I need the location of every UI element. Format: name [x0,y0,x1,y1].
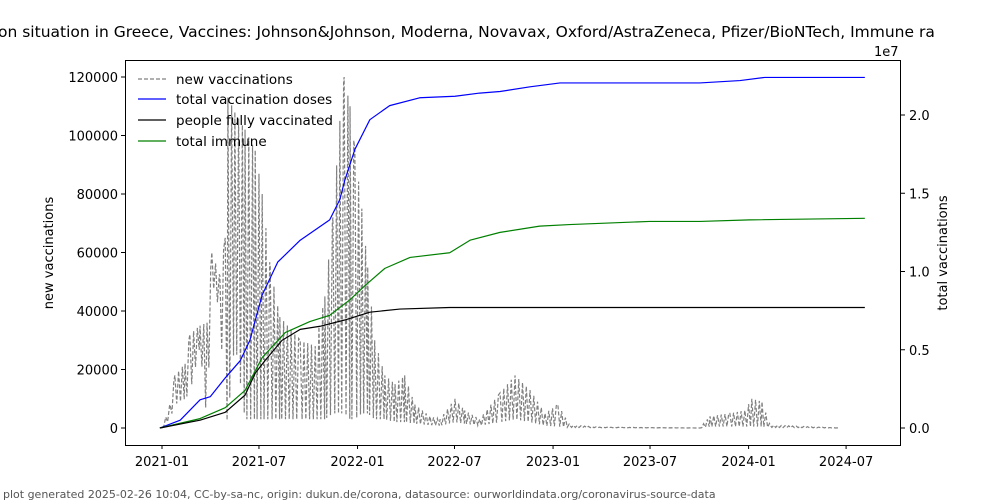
x-tick-label: 2022-07 [427,455,481,470]
legend-total-doses: total vaccination doses [176,92,332,108]
y-axis-left-label: new vaccinations [42,197,57,310]
y-axis-right-label: total vaccinations [936,195,951,311]
y-right-tick-label: 0.5 [909,344,930,359]
legend-new-vaccinations: new vaccinations [176,72,293,88]
right-axis-multiplier: 1e7 [874,45,899,60]
series-fully-vaccinated [159,306,865,429]
series-new-vaccinations [161,76,840,430]
series-group [159,76,865,430]
y-left-tick-label: 0 [110,422,118,437]
y-left-tick-label: 100000 [68,130,118,145]
series-total-doses [159,76,865,429]
y-left-tick-label: 120000 [68,71,118,86]
footer-credit: plot generated 2025-02-26 10:04, CC-by-s… [3,488,716,500]
axes-group: 2021-01 2021-07 2022-01 2022-07 2023-01 2023-… [68,71,929,470]
x-tick-label: 2024-07 [819,455,873,470]
x-tick-label: 2022-01 [330,455,384,470]
x-tick-label: 2021-07 [232,455,286,470]
y-left-tick-label: 20000 [77,364,118,379]
legend-total-immune: total immune [176,134,267,150]
chart-title: on situation in Greece, Vaccines: Johnso… [0,23,935,41]
y-left-tick-label: 60000 [77,247,118,262]
y-right-tick-label: 0.0 [909,422,930,437]
y-right-tick-label: 1.0 [909,266,930,281]
x-tick-label: 2023-01 [526,455,580,470]
series-total-immune [159,217,865,429]
y-right-tick-label: 2.0 [909,109,930,124]
y-right-tick-label: 1.5 [909,187,930,202]
legend: new vaccinations total vaccination doses… [138,72,333,150]
y-left-tick-label: 40000 [77,305,118,320]
x-tick-label: 2023-07 [623,455,677,470]
x-tick-label: 2024-01 [721,455,775,470]
x-tick-label: 2021-01 [135,455,189,470]
legend-fully-vaccinated: people fully vaccinated [176,113,333,129]
y-left-tick-label: 80000 [77,188,118,203]
